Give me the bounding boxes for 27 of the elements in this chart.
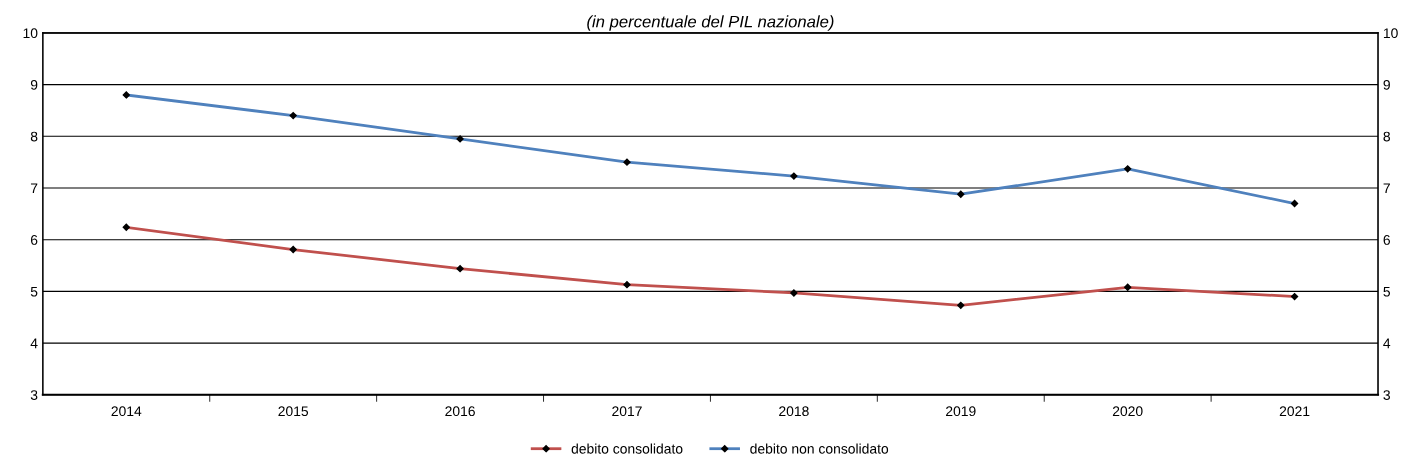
chart-title: (in percentuale del PIL nazionale) — [587, 15, 834, 31]
y-tick-label: 5 — [30, 286, 38, 297]
y-tick-label: 3 — [30, 390, 38, 400]
x-tick-label: 2015 — [278, 406, 309, 417]
y-tick-label: 4 — [30, 338, 38, 349]
y2-tick-label: 3 — [1383, 390, 1390, 400]
legend-label: debito non consolidato — [750, 443, 889, 454]
x-tick-label: 2019 — [946, 406, 976, 417]
x-tick-label: 2016 — [445, 406, 475, 417]
y-tick-label: 9 — [30, 79, 38, 90]
x-tick-label: 2018 — [779, 406, 809, 417]
y2-tick-label: 4 — [1383, 338, 1391, 349]
y2-tick-label: 5 — [1383, 286, 1391, 297]
x-tick-label: 2014 — [111, 406, 142, 417]
y-tick-label: 10 — [23, 28, 38, 39]
y-tick-label: 8 — [30, 131, 38, 142]
y-tick-label: 6 — [30, 235, 38, 245]
y-tick-label: 7 — [30, 183, 38, 194]
y2-tick-label: 9 — [1383, 79, 1390, 90]
x-tick-label: 2021 — [1279, 406, 1310, 417]
x-tick-label: 2020 — [1112, 406, 1143, 417]
y2-tick-label: 6 — [1383, 235, 1390, 245]
y2-tick-label: 10 — [1383, 28, 1398, 39]
legend-label: debito consolidato — [571, 443, 683, 454]
x-tick-label: 2017 — [612, 406, 642, 417]
y2-tick-label: 8 — [1383, 131, 1390, 142]
y2-tick-label: 7 — [1383, 183, 1390, 194]
